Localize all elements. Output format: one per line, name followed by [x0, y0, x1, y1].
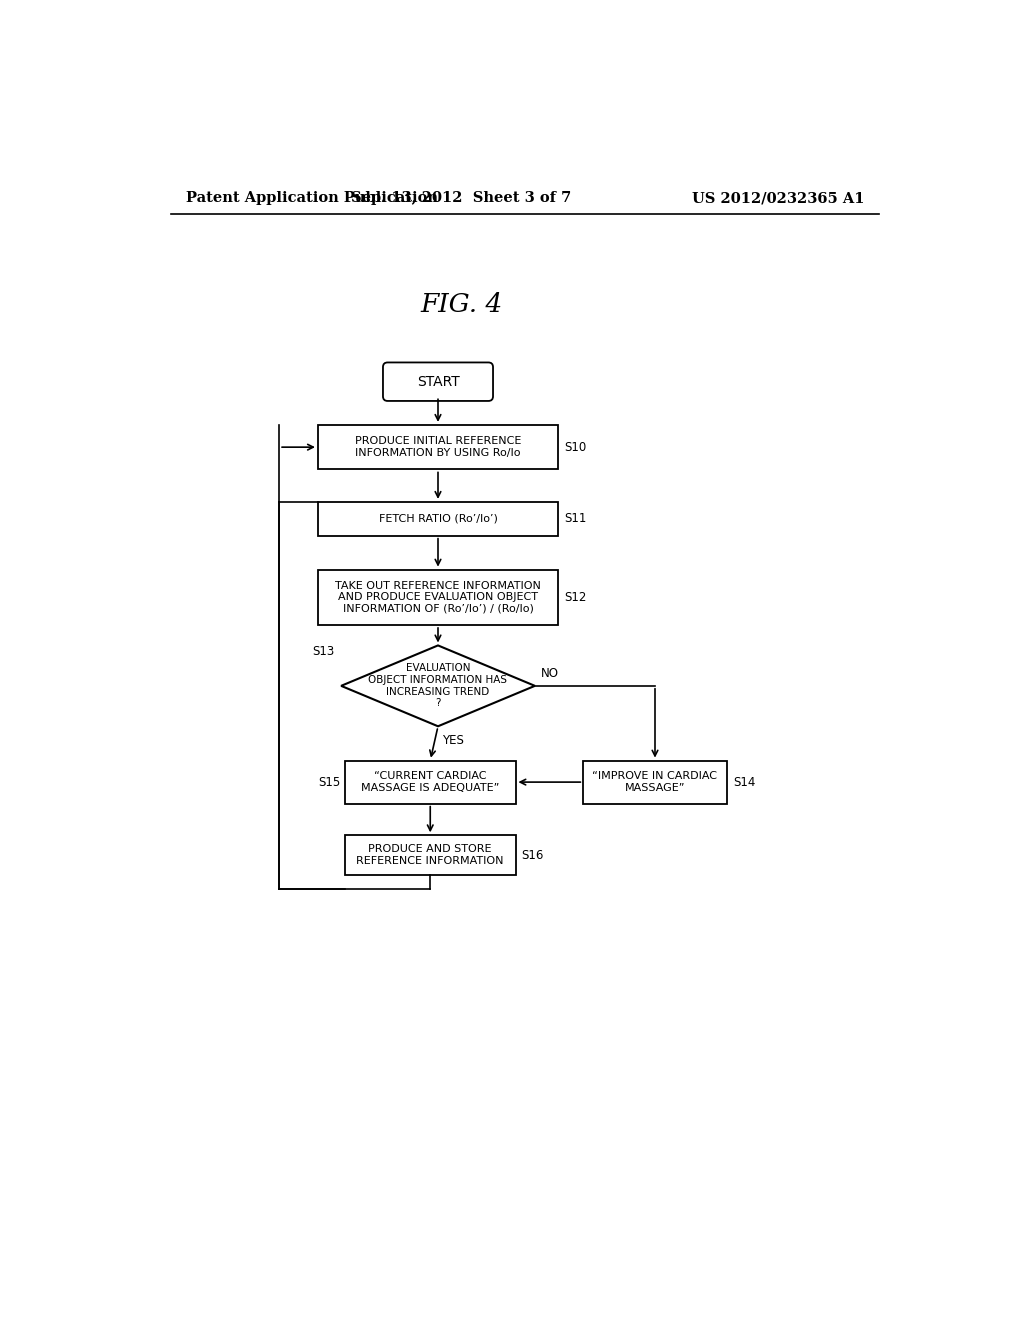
- Text: PRODUCE AND STORE
REFERENCE INFORMATION: PRODUCE AND STORE REFERENCE INFORMATION: [356, 845, 504, 866]
- Bar: [317, 502, 558, 536]
- Bar: [584, 760, 727, 804]
- Text: FETCH RATIO (Ro’/Io’): FETCH RATIO (Ro’/Io’): [379, 513, 498, 524]
- Text: S14: S14: [733, 776, 756, 788]
- Text: S15: S15: [317, 776, 340, 788]
- Bar: [345, 760, 515, 804]
- Text: PRODUCE INITIAL REFERENCE
INFORMATION BY USING Ro/Io: PRODUCE INITIAL REFERENCE INFORMATION BY…: [354, 437, 521, 458]
- Text: “CURRENT CARDIAC
MASSAGE IS ADEQUATE”: “CURRENT CARDIAC MASSAGE IS ADEQUATE”: [361, 771, 500, 793]
- Text: NO: NO: [541, 667, 559, 680]
- Text: TAKE OUT REFERENCE INFORMATION
AND PRODUCE EVALUATION OBJECT
INFORMATION OF (Ro’: TAKE OUT REFERENCE INFORMATION AND PRODU…: [335, 581, 541, 614]
- Text: START: START: [417, 375, 460, 388]
- Bar: [317, 570, 558, 626]
- Text: EVALUATION
OBJECT INFORMATION HAS
INCREASING TREND
?: EVALUATION OBJECT INFORMATION HAS INCREA…: [369, 664, 508, 709]
- Text: YES: YES: [442, 734, 464, 747]
- Polygon shape: [341, 645, 535, 726]
- Text: S10: S10: [564, 441, 587, 454]
- Text: “IMPROVE IN CARDIAC
MASSAGE”: “IMPROVE IN CARDIAC MASSAGE”: [593, 771, 718, 793]
- Text: S11: S11: [564, 512, 587, 525]
- Text: FIG. 4: FIG. 4: [420, 292, 503, 317]
- Bar: [345, 836, 515, 875]
- Text: US 2012/0232365 A1: US 2012/0232365 A1: [692, 191, 864, 206]
- Bar: [317, 425, 558, 470]
- Text: Patent Application Publication: Patent Application Publication: [186, 191, 438, 206]
- Text: S13: S13: [312, 644, 335, 657]
- FancyBboxPatch shape: [383, 363, 493, 401]
- Text: S12: S12: [564, 591, 587, 603]
- Text: S16: S16: [521, 849, 544, 862]
- Text: Sep. 13, 2012  Sheet 3 of 7: Sep. 13, 2012 Sheet 3 of 7: [351, 191, 571, 206]
